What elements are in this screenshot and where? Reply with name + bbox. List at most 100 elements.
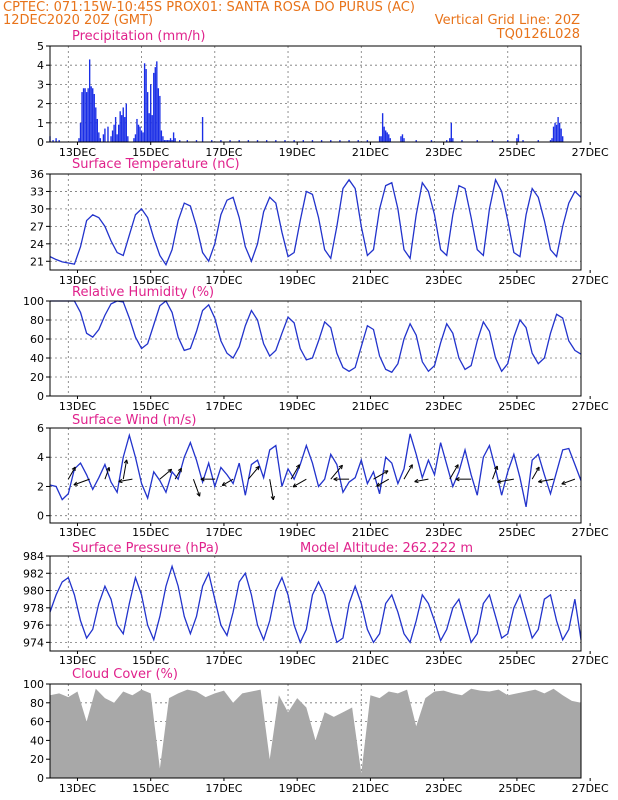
y-tick-label: 4 [37,451,44,464]
wind-arrow [118,478,133,483]
y-tick-label: 3 [37,78,44,91]
precip-bar [357,140,359,142]
wind-arrow-head [333,478,338,482]
wind-arrow-head [497,479,501,483]
wind-arrow [449,464,459,480]
precip-bar [87,88,89,142]
precip-bar [110,136,112,142]
cloud-cover-area [50,688,581,778]
x-tick-label: 19DEC [279,400,316,413]
precip-bar [537,140,539,142]
y-tick-label: 100 [23,678,44,691]
wind-arrow-head [455,476,460,480]
precip-bar [491,140,494,142]
y-tick-label: 40 [30,352,44,365]
precip-bar [107,126,109,142]
precip-bar [151,115,153,142]
precip-bar [554,122,556,142]
precip-bar [320,140,323,142]
precip-bar [385,130,387,142]
wind-arrow-head [167,468,172,471]
wind-arrow-head [123,459,128,464]
header-line1: CPTEC: 071:15W-10:45S PROX01: SANTA ROSA… [3,0,415,15]
precip-bar [201,117,204,142]
x-tick-label: 25DEC [498,400,535,413]
precip-bar [160,130,163,142]
wind-arrow [221,478,234,486]
panel-frame [49,555,582,652]
x-tick-label: 21DEC [352,146,389,159]
cloud-title: Cloud Cover (%) [72,667,178,682]
precip-bar [165,140,167,142]
x-tick-label: 17DEC [205,782,242,795]
wind-arrow-head [71,466,76,470]
precip-bar [168,140,170,142]
x-tick-label: 25DEC [498,526,535,539]
wind-arrow [104,467,110,480]
precip-bar [139,126,141,142]
precip-bar [81,92,83,142]
header-run-id: TQ0126L028 [496,27,580,42]
precip-bar [79,122,82,142]
x-tick-label: 17DEC [205,146,242,159]
x-tick-label: 19DEC [279,654,316,667]
wind-arrow-head [200,476,205,480]
series-line [49,564,582,645]
precip-bar [403,138,405,142]
wind-arrow-head [73,481,78,486]
wind-arrow-head [414,481,419,484]
x-tick-label: 17DEC [205,274,242,287]
wind-arrow [290,464,300,480]
wind-arrow [492,465,498,480]
wind-arrow-head [221,481,225,486]
x-tick-label: 15DEC [132,526,169,539]
precip-bar [415,140,417,142]
wind-arrow-head [497,481,502,484]
wind-arrow-head [414,478,419,482]
precip-bar [552,126,555,142]
wind-arrow [403,464,413,480]
x-tick-label: 23DEC [425,274,462,287]
precip-bar [145,69,147,142]
y-tick-label: 0 [37,390,44,403]
x-tick-label: 19DEC [279,146,316,159]
precip-bar [348,140,350,142]
precip-bar [104,128,106,142]
precip-bar [124,117,126,142]
series-line [49,432,582,508]
precip-bar [171,140,173,142]
precip-bar [154,67,156,142]
precip-bar [381,113,384,142]
wind-arrow-head [270,496,274,501]
precip-bar [136,118,138,142]
wind-arrow [192,478,201,497]
precip-bar [133,138,135,142]
wind-arrow-head [455,478,460,482]
y-tick-label: 27 [30,220,44,233]
precip-bar [461,140,463,142]
wind-arrow-head [338,464,343,468]
wind-arrow-head [200,478,205,482]
precip-bar [127,136,129,142]
y-tick-label: 1 [37,117,44,130]
precip-bar [284,140,286,142]
precip-bar [88,59,91,142]
precip-bar [302,140,304,142]
y-tick-label: 0 [37,136,44,149]
precip-bar [58,140,60,142]
y-tick-label: 60 [30,716,44,729]
precip-bar [93,94,95,142]
panel-frame [49,173,582,271]
precip-bar [95,107,97,142]
x-tick-label: 19DEC [279,274,316,287]
y-tick-label: 2 [37,98,44,111]
x-tick-label: 25DEC [498,146,535,159]
header-grid-note: Vertical Grid Line: 20Z [435,13,580,28]
x-tick-label: 15DEC [132,146,169,159]
wind-arrow [247,465,260,480]
x-tick-label: 27DEC [572,274,609,287]
precip-bar [134,134,137,142]
wind-arrow-head [169,469,173,474]
wind-arrow-head [257,466,260,471]
precip-bar [256,140,259,142]
